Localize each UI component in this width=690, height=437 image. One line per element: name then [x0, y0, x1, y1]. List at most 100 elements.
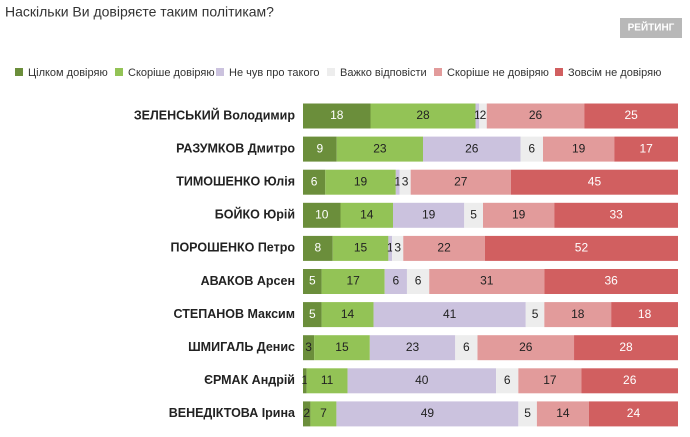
bar-segment: [544, 302, 612, 328]
legend-label: Скоріше не довіряю: [447, 67, 549, 79]
legend-swatch: [115, 68, 123, 76]
bar-segment: [455, 335, 478, 361]
data-label: 28: [619, 340, 633, 354]
bar-segment: [483, 202, 555, 228]
bar-segment: [520, 136, 543, 162]
bar-segment: [321, 302, 374, 328]
data-label: 14: [341, 307, 355, 321]
bar-segment: [496, 368, 519, 394]
bar-segment: [388, 235, 393, 261]
bar-segment: [484, 235, 678, 261]
data-label: 1: [394, 174, 401, 188]
bar-segment: [332, 235, 389, 261]
bar-segment: [475, 103, 480, 129]
bar-segment: [543, 136, 615, 162]
data-label: 19: [422, 207, 436, 221]
bar-segment: [325, 169, 396, 195]
bar-segment: [336, 136, 423, 162]
data-label: 5: [524, 406, 531, 420]
bar-segment: [574, 335, 678, 361]
bar-segment: [303, 401, 311, 427]
data-label: 6: [415, 274, 422, 288]
data-label: 6: [463, 340, 470, 354]
bar-segment: [303, 335, 315, 361]
category-label: ЗЕЛЕНСЬКИЙ Володимир: [134, 107, 296, 122]
bar-segment: [581, 368, 678, 394]
data-label: 6: [528, 141, 535, 155]
data-label: 18: [571, 307, 585, 321]
bar-segment: [544, 269, 678, 294]
category-label: ЄРМАК Андрій: [204, 373, 295, 387]
category-label: ШМИГАЛЬ Денис: [188, 340, 295, 354]
bar-segment: [464, 202, 483, 228]
category-label: ПОРОШЕНКО Петро: [170, 241, 295, 255]
data-label: 19: [512, 207, 526, 221]
bar-segment: [310, 401, 337, 427]
category-label: БОЙКО Юрій: [215, 207, 295, 222]
bar-segment: [611, 302, 678, 328]
data-label: 2: [480, 108, 487, 122]
bar-segment: [486, 103, 585, 129]
data-label: 14: [556, 406, 570, 420]
data-label: 5: [470, 207, 477, 221]
logo-box: [620, 18, 682, 38]
bar-segment: [321, 269, 385, 294]
bar-segment: [399, 169, 411, 195]
bar-segment: [369, 335, 456, 361]
bar-segment: [410, 169, 511, 195]
data-label: 23: [373, 141, 387, 155]
bar-segment: [347, 368, 497, 394]
bar-segment: [303, 169, 326, 195]
data-label: 27: [454, 174, 468, 188]
data-label: 26: [529, 108, 543, 122]
data-label: 11: [321, 373, 334, 387]
bar-segment: [614, 136, 678, 162]
bar-segment: [303, 136, 337, 162]
bar-segment: [479, 103, 487, 129]
data-label: 25: [624, 108, 638, 122]
legend-swatch: [15, 68, 23, 76]
legend-label: Важко відповісти: [340, 67, 427, 79]
data-label: 5: [309, 274, 316, 288]
data-label: 17: [543, 373, 557, 387]
legend-swatch: [327, 68, 335, 76]
data-label: 6: [504, 373, 511, 387]
data-label: 40: [415, 373, 429, 387]
data-label: 24: [627, 406, 641, 420]
bar-segment: [393, 202, 465, 228]
legend-swatch: [216, 68, 224, 76]
data-label: 33: [609, 207, 623, 221]
bar-segment: [303, 269, 322, 294]
data-label: 2: [303, 406, 310, 420]
data-label: 7: [320, 406, 327, 420]
category-label: РАЗУМКОВ Дмитро: [176, 141, 295, 155]
bar-segment: [303, 202, 341, 228]
data-label: 14: [360, 207, 374, 221]
legend-swatch: [434, 68, 442, 76]
bar-segment: [525, 302, 545, 328]
data-label: 52: [575, 241, 589, 255]
bar-segment: [303, 103, 371, 129]
data-label: 6: [392, 274, 399, 288]
bar-segment: [336, 401, 519, 427]
bar-segment: [370, 103, 476, 129]
data-label: 3: [402, 174, 409, 188]
chart-title: Наскільки Ви довіряєте таким політикам?: [5, 4, 274, 20]
bar-segment: [536, 401, 589, 427]
logo: РЕЙТИНГ: [628, 21, 675, 34]
data-label: 28: [416, 108, 430, 122]
data-label: 15: [335, 340, 349, 354]
category-label: ВЕНЕДІКТОВА Ірина: [169, 406, 296, 420]
data-label: 26: [465, 141, 479, 155]
data-label: 5: [532, 307, 539, 321]
data-label: 1: [387, 241, 394, 255]
bar-segment: [584, 103, 678, 129]
data-label: 15: [354, 241, 368, 255]
data-label: 18: [330, 108, 344, 122]
data-label: 17: [346, 274, 360, 288]
data-label: 41: [443, 307, 457, 321]
data-label: 17: [639, 141, 653, 155]
legend-label: Зовсім не довіряю: [568, 67, 661, 79]
legend-label: Цілком довіряю: [28, 67, 108, 79]
bar-segment: [518, 401, 537, 427]
